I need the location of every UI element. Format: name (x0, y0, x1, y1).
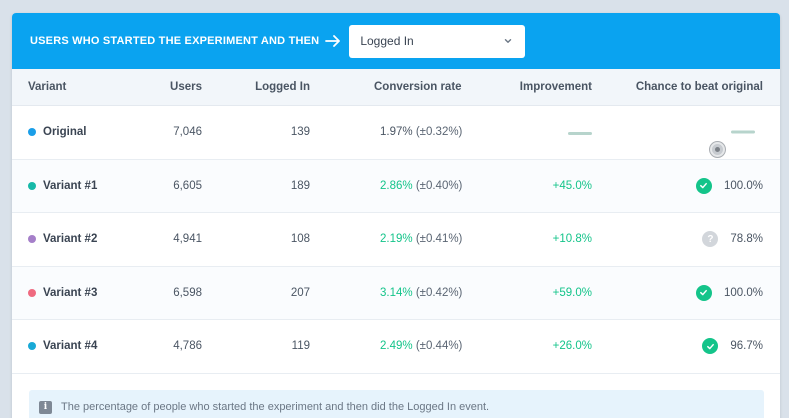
improvement-value: +10.8% (552, 233, 592, 246)
table-row: Variant #3 6,598 207 3.14% (±0.42%) +59.… (12, 266, 780, 320)
users-value: 6,605 (173, 179, 202, 192)
table-row: Original 7,046 139 1.97% (±0.32%) (12, 106, 780, 160)
variant-cell: Variant #4 (28, 340, 97, 352)
users-value: 4,786 (173, 340, 202, 353)
footer-info-note: i The percentage of people who started t… (29, 390, 764, 418)
variant-name: Variant #1 (43, 179, 98, 192)
variant-name: Variant #2 (43, 233, 98, 246)
check-circle-icon (702, 338, 719, 355)
chevron-down-icon (505, 39, 512, 43)
chance-value: 100.0% (723, 179, 763, 192)
conversion-rate-cell: 3.14% (±0.42%) (380, 287, 462, 299)
column-header-chance: Chance to beat original (635, 81, 763, 93)
conversion-rate-value: 3.14% (380, 286, 413, 299)
variant-color-dot (28, 288, 36, 297)
logged-in-value: 119 (291, 340, 310, 353)
event-select-dropdown[interactable]: Logged In (349, 24, 526, 58)
improvement-value: +45.0% (552, 179, 592, 192)
chance-placeholder-dash (731, 130, 755, 134)
variant-name: Variant #3 (43, 286, 98, 299)
table-header: Variant Users Logged In Conversion rate … (12, 69, 780, 106)
column-header-variant: Variant (28, 81, 67, 93)
variant-color-dot (28, 235, 36, 244)
conversion-rate-deviation: (±0.44%) (415, 340, 463, 353)
footer-note-text: The percentage of people who started the… (61, 401, 490, 413)
improvement-value: +26.0% (552, 340, 592, 353)
column-header-logged-in: Logged In (255, 81, 310, 93)
column-header-improvement: Improvement (519, 81, 592, 93)
variant-cell: Variant #3 (28, 287, 97, 299)
original-radio-icon[interactable] (710, 142, 725, 157)
variant-cell: Variant #1 (28, 180, 97, 192)
table-row: Variant #4 4,786 119 2.49% (±0.44%) +26.… (12, 320, 780, 374)
results-banner: USERS WHO STARTED THE EXPERIMENT AND THE… (12, 13, 780, 69)
column-header-conversion-rate: Conversion rate (374, 81, 462, 93)
logged-in-value: 207 (290, 286, 310, 299)
check-circle-icon (695, 284, 712, 301)
variant-cell: Original (28, 126, 86, 138)
conversion-rate-deviation: (±0.42%) (415, 286, 463, 299)
users-value: 6,598 (173, 286, 202, 299)
arrow-right-icon (325, 35, 341, 47)
logged-in-value: 139 (290, 126, 310, 139)
banner-title: USERS WHO STARTED THE EXPERIMENT AND THE… (30, 35, 320, 47)
experiment-results-card: USERS WHO STARTED THE EXPERIMENT AND THE… (12, 13, 780, 418)
conversion-rate-deviation: (±0.41%) (415, 233, 463, 246)
chance-value: 78.8% (730, 233, 763, 246)
conversion-rate-value: 2.19% (380, 233, 413, 246)
event-select-value: Logged In (360, 34, 414, 48)
conversion-rate-cell: 2.86% (±0.40%) (380, 180, 462, 192)
variant-color-dot (28, 342, 36, 351)
table-row: Variant #2 4,941 108 2.19% (±0.41%) +10.… (12, 213, 780, 267)
improvement-value: +59.0% (552, 286, 592, 299)
chance-cell: 100.0% (695, 284, 763, 301)
logged-in-value: 108 (290, 233, 310, 246)
conversion-rate-deviation: (±0.40%) (415, 179, 463, 192)
improvement-placeholder-dash (568, 126, 592, 138)
conversion-rate-cell: 1.97% (±0.32%) (380, 126, 462, 138)
variant-color-dot (28, 181, 36, 190)
variant-name: Variant #4 (43, 340, 98, 353)
chance-cell: 100.0% (695, 177, 763, 194)
conversion-rate-cell: 2.19% (±0.41%) (380, 233, 462, 245)
chance-value: 100.0% (723, 286, 763, 299)
variant-name: Original (43, 126, 87, 139)
variant-color-dot (28, 128, 36, 137)
logged-in-value: 189 (290, 179, 310, 192)
chance-cell: 96.7% (702, 338, 763, 355)
check-circle-icon (695, 177, 712, 194)
results-table-body: Original 7,046 139 1.97% (±0.32%) Varian… (12, 106, 780, 374)
variant-cell: Variant #2 (28, 233, 97, 245)
conversion-rate-deviation: (±0.32%) (415, 126, 463, 139)
question-circle-icon[interactable]: ? (702, 231, 719, 248)
users-value: 7,046 (173, 126, 202, 139)
conversion-rate-value: 2.86% (380, 179, 413, 192)
conversion-rate-value: 2.49% (380, 340, 413, 353)
table-row: Variant #1 6,605 189 2.86% (±0.40%) +45.… (12, 159, 780, 213)
users-value: 4,941 (173, 233, 202, 246)
conversion-rate-cell: 2.49% (±0.44%) (380, 340, 462, 352)
column-header-users: Users (170, 81, 202, 93)
chance-cell: ? 78.8% (702, 231, 763, 248)
chance-value: 96.7% (730, 340, 763, 353)
info-icon: i (39, 400, 52, 414)
conversion-rate-value: 1.97% (380, 126, 413, 139)
